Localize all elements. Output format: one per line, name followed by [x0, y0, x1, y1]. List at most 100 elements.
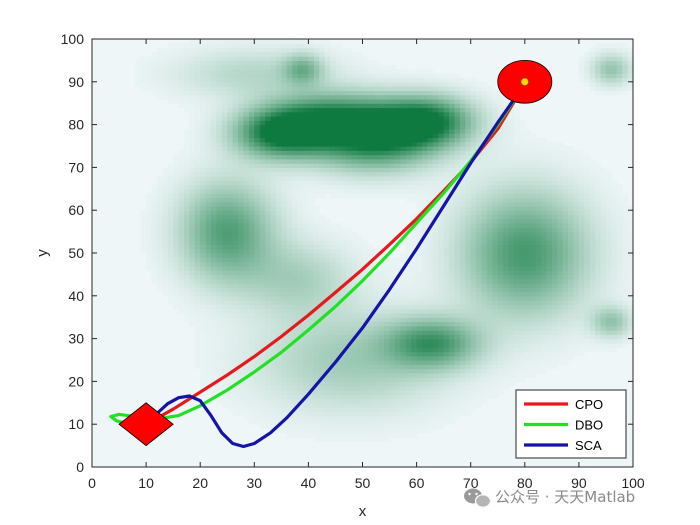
heatmap-cell [265, 278, 272, 284]
heatmap-cell [232, 274, 239, 280]
heatmap-cell [459, 394, 466, 400]
heatmap-cell [216, 227, 223, 233]
heatmap-cell [330, 193, 337, 198]
heatmap-cell [486, 158, 493, 164]
heatmap-cell [422, 351, 429, 357]
heatmap-cell [275, 377, 282, 382]
heatmap-cell [243, 253, 250, 258]
heatmap-cell [551, 210, 558, 216]
heatmap-cell [275, 235, 282, 241]
heatmap-cell [167, 193, 174, 198]
heatmap-cell [557, 253, 564, 258]
heatmap-cell [275, 389, 282, 395]
heatmap-cell [389, 270, 396, 275]
heatmap-cell [492, 394, 499, 400]
heatmap-cell [422, 253, 429, 258]
heatmap-cell [546, 197, 553, 203]
heatmap-cell [281, 368, 288, 374]
heatmap-cell [351, 338, 358, 344]
heatmap-cell [373, 385, 380, 391]
heatmap-cell [265, 171, 272, 177]
heatmap-cell [438, 415, 445, 421]
heatmap-cell [422, 304, 429, 310]
heatmap-cell [535, 278, 542, 284]
heatmap-cell [465, 201, 472, 207]
heatmap-cell [297, 146, 304, 151]
heatmap-cell [551, 355, 558, 361]
heatmap-cell [324, 274, 331, 280]
heatmap-cell [400, 253, 407, 258]
heatmap-cell [243, 398, 250, 404]
heatmap-cell [259, 154, 266, 160]
heatmap-cell [367, 398, 374, 404]
heatmap-cell [232, 214, 239, 220]
heatmap-cell [281, 282, 288, 288]
heatmap-cell [308, 377, 315, 382]
heatmap-cell [335, 437, 342, 442]
heatmap-cell [508, 321, 515, 327]
heatmap-cell [389, 428, 396, 434]
heatmap-cell [216, 154, 223, 160]
heatmap-cell [243, 312, 250, 318]
heatmap-cell [216, 223, 223, 228]
heatmap-cell [292, 300, 299, 305]
heatmap-cell [281, 312, 288, 318]
heatmap-cell [535, 295, 542, 301]
heatmap-cell [243, 163, 250, 168]
heatmap-cell [508, 334, 515, 340]
heatmap-cell [459, 240, 466, 246]
heatmap-cell [568, 235, 575, 241]
heatmap-cell [605, 193, 612, 198]
heatmap-cell [541, 347, 548, 353]
heatmap-cell [600, 253, 607, 258]
heatmap-cell [622, 295, 629, 301]
heatmap-cell [454, 364, 461, 370]
heatmap-cell [243, 351, 250, 357]
heatmap-cell [595, 188, 602, 194]
heatmap-cell [622, 274, 629, 280]
heatmap-cell [281, 163, 288, 168]
heatmap-cell [535, 184, 542, 190]
heatmap-cell [438, 214, 445, 220]
heatmap-cell [189, 154, 196, 160]
heatmap-cell [357, 347, 364, 353]
heatmap-cell [476, 317, 483, 323]
heatmap-cell [330, 394, 337, 400]
heatmap-cell [519, 210, 526, 216]
heatmap-cell [313, 171, 320, 177]
heatmap-cell [238, 287, 245, 293]
heatmap-cell [194, 287, 201, 293]
heatmap-cell [427, 377, 434, 382]
heatmap-cell [416, 253, 423, 258]
heatmap-cell [562, 265, 569, 271]
heatmap-cell [503, 244, 510, 250]
heatmap-cell [270, 304, 277, 310]
heatmap-cell [492, 235, 499, 241]
heatmap-cell [476, 197, 483, 203]
heatmap-cell [589, 295, 596, 301]
heatmap-cell [221, 398, 228, 404]
heatmap-cell [308, 227, 315, 233]
heatmap-cell [275, 218, 282, 224]
heatmap-cell [259, 257, 266, 263]
heatmap-cell [248, 244, 255, 250]
heatmap-cell [405, 265, 412, 271]
heatmap-cell [378, 351, 385, 357]
heatmap-cell [292, 424, 299, 430]
heatmap-cell [546, 338, 553, 344]
heatmap-cell [216, 312, 223, 318]
heatmap-cell [459, 402, 466, 408]
heatmap-cell [589, 257, 596, 263]
heatmap-cell [248, 278, 255, 284]
heatmap-cell [205, 210, 212, 216]
heatmap-cell [194, 295, 201, 301]
heatmap-cell [378, 163, 385, 168]
heatmap-cell [378, 317, 385, 323]
heatmap-cell [248, 347, 255, 353]
heatmap-cell [443, 389, 450, 395]
heatmap-cell [465, 150, 472, 156]
heatmap-cell [422, 377, 429, 382]
heatmap-cell [611, 300, 618, 305]
heatmap-cell [551, 265, 558, 271]
heatmap-cell [319, 146, 326, 151]
